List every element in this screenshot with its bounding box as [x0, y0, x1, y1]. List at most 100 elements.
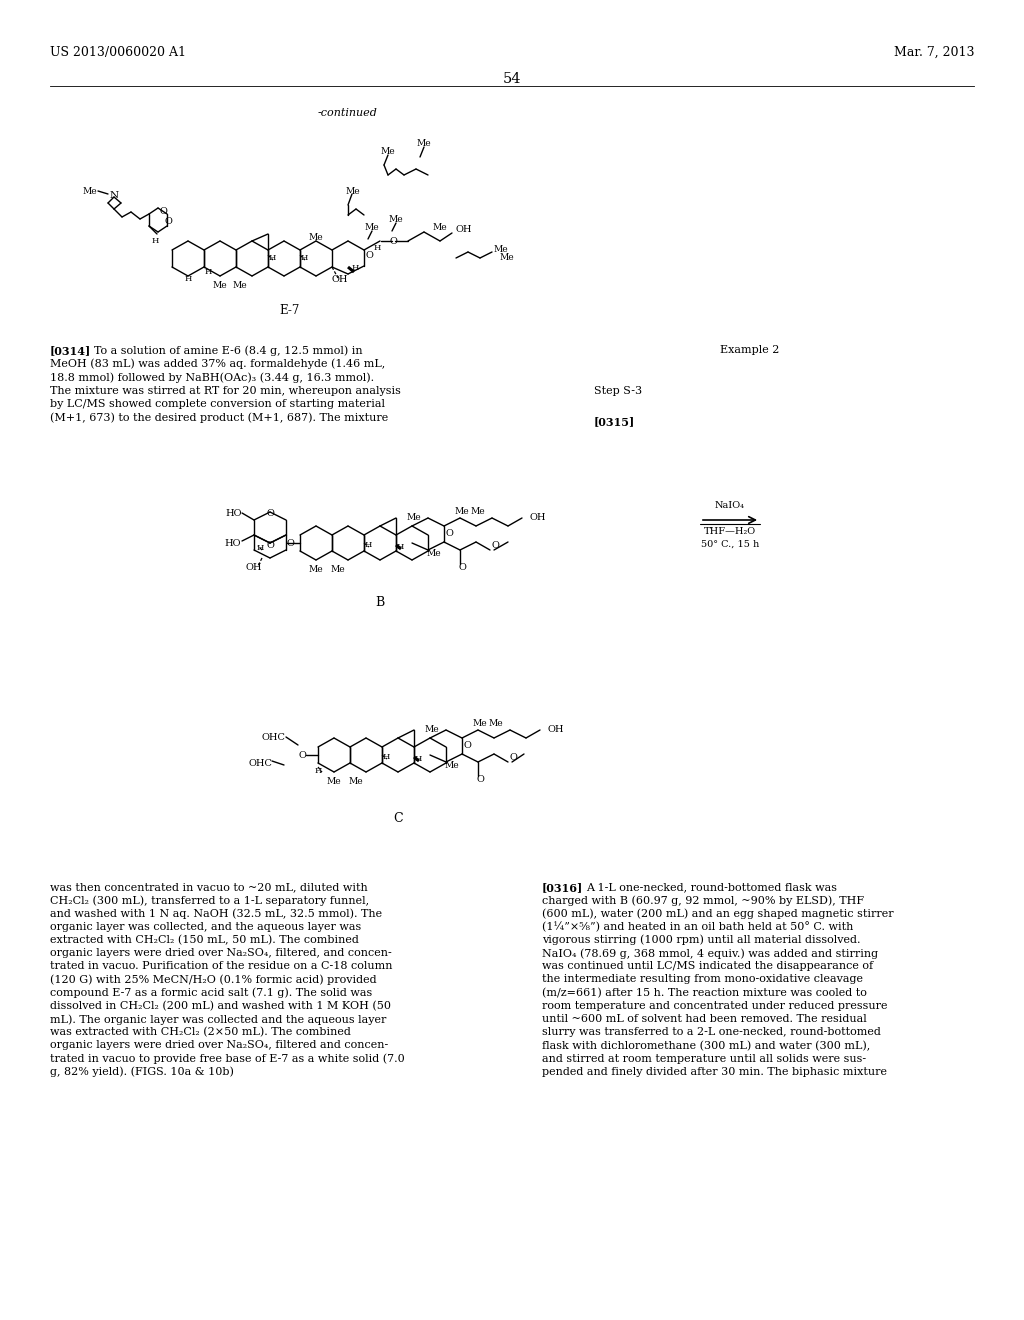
Text: NaIO₄: NaIO₄ — [715, 502, 745, 511]
Text: vigorous stirring (1000 rpm) until all material dissolved.: vigorous stirring (1000 rpm) until all m… — [542, 935, 860, 945]
Text: was extracted with CH₂Cl₂ (2×50 mL). The combined: was extracted with CH₂Cl₂ (2×50 mL). The… — [50, 1027, 351, 1038]
Text: OH: OH — [332, 276, 348, 285]
Text: Me: Me — [427, 549, 441, 557]
Text: Me: Me — [346, 186, 360, 195]
Text: [0315]: [0315] — [594, 417, 635, 428]
Text: until ~600 mL of solvent had been removed. The residual: until ~600 mL of solvent had been remove… — [542, 1014, 866, 1024]
Text: Me: Me — [308, 234, 324, 243]
Text: slurry was transferred to a 2-L one-necked, round-bottomed: slurry was transferred to a 2-L one-neck… — [542, 1027, 881, 1038]
Text: H: H — [300, 253, 307, 261]
Text: O: O — [286, 539, 294, 548]
Text: H: H — [382, 752, 390, 762]
Text: Me: Me — [327, 776, 341, 785]
Text: O: O — [365, 252, 373, 260]
Text: Me: Me — [433, 223, 447, 232]
Text: (1¼”×⅝”) and heated in an oil bath held at 50° C. with: (1¼”×⅝”) and heated in an oil bath held … — [542, 921, 853, 932]
Text: and stirred at room temperature until all solids were sus-: and stirred at room temperature until al… — [542, 1053, 866, 1064]
Text: OHC: OHC — [261, 733, 285, 742]
Text: US 2013/0060020 A1: US 2013/0060020 A1 — [50, 46, 186, 59]
Text: was continued until LC/MS indicated the disappearance of: was continued until LC/MS indicated the … — [542, 961, 873, 972]
Text: H: H — [314, 767, 322, 775]
Text: (M+1, 673) to the desired product (M+1, 687). The mixture: (M+1, 673) to the desired product (M+1, … — [50, 412, 388, 424]
Text: (m/z=661) after 15 h. The reaction mixture was cooled to: (m/z=661) after 15 h. The reaction mixtu… — [542, 987, 867, 998]
Text: O: O — [476, 776, 484, 784]
Text: Me: Me — [381, 148, 395, 157]
Text: O: O — [464, 742, 472, 751]
Text: 18.8 mmol) followed by NaBH(OAc)₃ (3.44 g, 16.3 mmol).: 18.8 mmol) followed by NaBH(OAc)₃ (3.44 … — [50, 372, 374, 383]
Text: A 1-L one-necked, round-bottomed flask was: A 1-L one-necked, round-bottomed flask w… — [586, 882, 837, 892]
Text: Me: Me — [349, 776, 364, 785]
Text: room temperature and concentrated under reduced pressure: room temperature and concentrated under … — [542, 1001, 888, 1011]
Text: The mixture was stirred at RT for 20 min, whereupon analysis: The mixture was stirred at RT for 20 min… — [50, 385, 400, 396]
Text: THF—H₂O: THF—H₂O — [703, 528, 756, 536]
Text: O: O — [446, 529, 454, 539]
Text: OH: OH — [246, 562, 262, 572]
Text: O: O — [164, 218, 172, 227]
Text: NaIO₄ (78.69 g, 368 mmol, 4 equiv.) was added and stirring: NaIO₄ (78.69 g, 368 mmol, 4 equiv.) was … — [542, 948, 879, 958]
Text: 54: 54 — [503, 73, 521, 86]
Text: O: O — [266, 510, 274, 519]
Text: g, 82% yield). (FIGS. 10a & 10b): g, 82% yield). (FIGS. 10a & 10b) — [50, 1067, 233, 1077]
Text: trated in vacuo. Purification of the residue on a C-18 column: trated in vacuo. Purification of the res… — [50, 961, 392, 972]
Text: Me: Me — [455, 507, 469, 516]
Text: the intermediate resulting from mono-oxidative cleavage: the intermediate resulting from mono-oxi… — [542, 974, 863, 985]
Text: H: H — [205, 268, 212, 276]
Text: was then concentrated in vacuo to ~20 mL, diluted with: was then concentrated in vacuo to ~20 mL… — [50, 882, 368, 892]
Text: To a solution of amine E-6 (8.4 g, 12.5 mmol) in: To a solution of amine E-6 (8.4 g, 12.5 … — [94, 345, 362, 355]
Text: H: H — [415, 755, 422, 763]
Text: Me: Me — [473, 718, 487, 727]
Text: Me: Me — [444, 760, 460, 770]
Text: extracted with CH₂Cl₂ (150 mL, 50 mL). The combined: extracted with CH₂Cl₂ (150 mL, 50 mL). T… — [50, 935, 358, 945]
Text: CH₂Cl₂ (300 mL), transferred to a 1-L separatory funnel,: CH₂Cl₂ (300 mL), transferred to a 1-L se… — [50, 895, 369, 906]
Text: Mar. 7, 2013: Mar. 7, 2013 — [894, 46, 974, 59]
Text: H: H — [351, 264, 358, 272]
Text: O: O — [458, 564, 466, 573]
Text: OHC: OHC — [248, 759, 272, 767]
Text: OH: OH — [548, 726, 564, 734]
Text: C: C — [393, 813, 402, 825]
Text: Me: Me — [389, 215, 403, 224]
Text: Me: Me — [213, 281, 227, 289]
Text: Me: Me — [331, 565, 345, 573]
Text: N: N — [110, 191, 119, 201]
Text: 50° C., 15 h: 50° C., 15 h — [700, 540, 759, 549]
Text: charged with B (60.97 g, 92 mmol, ~90% by ELSD), THF: charged with B (60.97 g, 92 mmol, ~90% b… — [542, 895, 864, 906]
Text: Me: Me — [425, 725, 439, 734]
Text: MeOH (83 mL) was added 37% aq. formaldehyde (1.46 mL,: MeOH (83 mL) was added 37% aq. formaldeh… — [50, 359, 385, 370]
Text: -continued: -continued — [318, 108, 378, 117]
Text: H: H — [184, 275, 191, 282]
Text: O: O — [510, 754, 518, 763]
Text: organic layer was collected, and the aqueous layer was: organic layer was collected, and the aqu… — [50, 921, 361, 932]
Text: Me: Me — [365, 223, 379, 232]
Text: organic layers were dried over Na₂SO₄, filtered, and concen-: organic layers were dried over Na₂SO₄, f… — [50, 948, 392, 958]
Text: compound E-7 as a formic acid salt (7.1 g). The solid was: compound E-7 as a formic acid salt (7.1 … — [50, 987, 373, 998]
Text: (600 mL), water (200 mL) and an egg shaped magnetic stirrer: (600 mL), water (200 mL) and an egg shap… — [542, 908, 894, 919]
Text: Me: Me — [500, 253, 515, 263]
Text: [0316]: [0316] — [542, 882, 584, 894]
Text: HO: HO — [225, 508, 242, 517]
Text: O: O — [389, 236, 397, 246]
Text: H: H — [396, 543, 403, 550]
Text: H: H — [152, 238, 159, 246]
Text: trated in vacuo to provide free base of E-7 as a white solid (7.0: trated in vacuo to provide free base of … — [50, 1053, 404, 1064]
Text: B: B — [376, 597, 385, 610]
Text: O: O — [298, 751, 306, 759]
Text: pended and finely divided after 30 min. The biphasic mixture: pended and finely divided after 30 min. … — [542, 1067, 887, 1077]
Text: (120 G) with 25% MeCN/H₂O (0.1% formic acid) provided: (120 G) with 25% MeCN/H₂O (0.1% formic a… — [50, 974, 377, 985]
Text: [0314]: [0314] — [50, 345, 91, 356]
Text: HO: HO — [224, 539, 241, 548]
Text: O: O — [159, 206, 167, 215]
Text: organic layers were dried over Na₂SO₄, filtered and concen-: organic layers were dried over Na₂SO₄, f… — [50, 1040, 388, 1051]
Text: Step S-3: Step S-3 — [594, 385, 642, 396]
Text: E-7: E-7 — [280, 304, 300, 317]
Text: flask with dichloromethane (300 mL) and water (300 mL),: flask with dichloromethane (300 mL) and … — [542, 1040, 870, 1051]
Text: by LC/MS showed complete conversion of starting material: by LC/MS showed complete conversion of s… — [50, 399, 385, 409]
Text: Me: Me — [232, 281, 248, 289]
Text: dissolved in CH₂Cl₂ (200 mL) and washed with 1 M KOH (50: dissolved in CH₂Cl₂ (200 mL) and washed … — [50, 1001, 391, 1011]
Text: Me: Me — [488, 718, 504, 727]
Text: Me: Me — [417, 140, 431, 149]
Text: Me: Me — [494, 246, 509, 255]
Text: H: H — [256, 544, 264, 552]
Text: O: O — [266, 540, 274, 549]
Text: mL). The organic layer was collected and the aqueous layer: mL). The organic layer was collected and… — [50, 1014, 386, 1024]
